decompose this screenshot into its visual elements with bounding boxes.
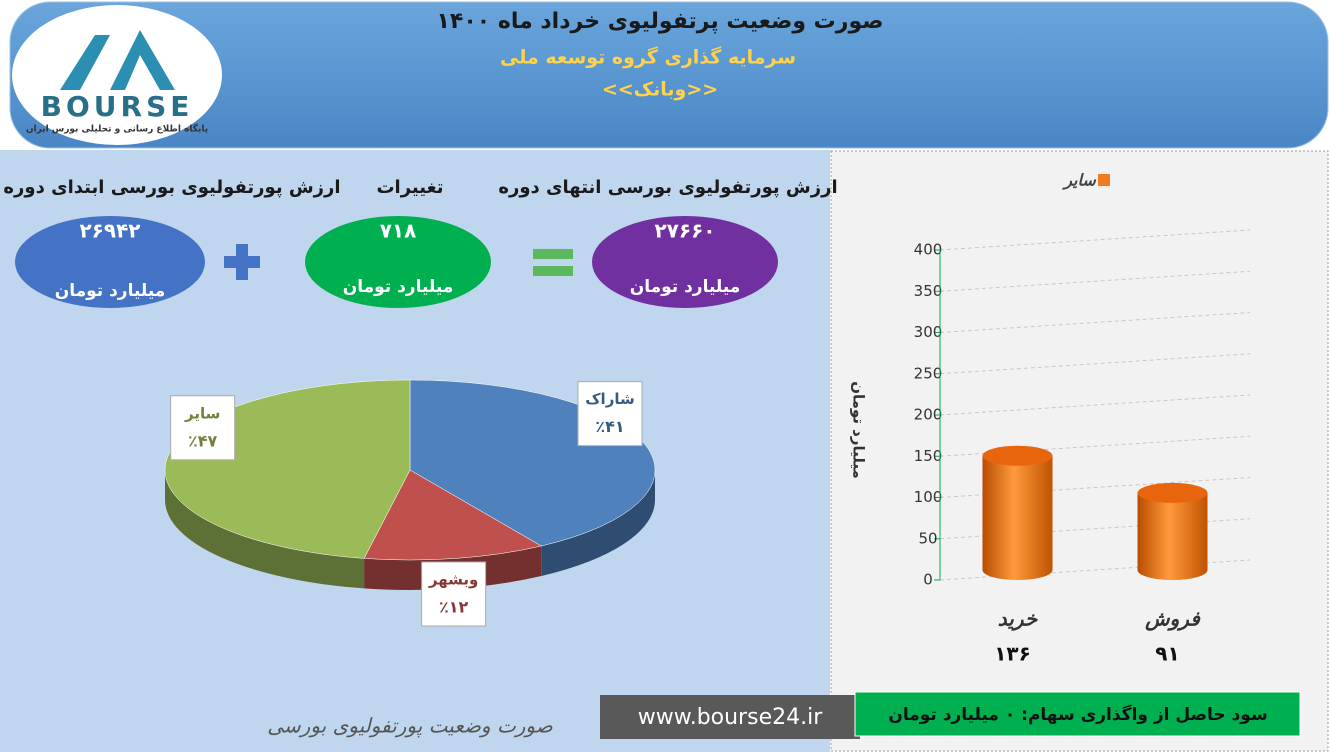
pie-value-label: ٪۴۱ (595, 417, 624, 436)
pie-category: سایر (184, 404, 220, 422)
y-tick-label: 300 (914, 323, 943, 341)
pie-category: شاراک (585, 390, 635, 408)
equals-sign (533, 266, 573, 276)
pie-slice-side (165, 470, 365, 589)
logo-shape (60, 35, 110, 90)
y-tick-label: 400 (914, 241, 943, 259)
website[interactable]: www.bourse24.ir (638, 705, 823, 730)
pie-label-box (170, 395, 236, 461)
bar-top (982, 445, 1053, 466)
profit-box (854, 691, 1301, 737)
summary-value: ۲۷۶۶۰ (654, 219, 715, 243)
y-tick-label: 200 (914, 406, 943, 424)
pie-value-label: ٪۴۷ (188, 431, 218, 450)
footer-caption: صورت وضعیت پورتفولیوی بورسی (267, 714, 554, 738)
x-tick-label: فروش (1144, 607, 1201, 632)
logo-text: BOURSE (41, 90, 194, 123)
logo-caption: پایگاه اطلاع رسانی و تحلیلی بورس ایران (26, 123, 208, 135)
symbol: <<وبانک>> (602, 79, 718, 101)
x-tick-label: خرید (998, 607, 1038, 632)
bar-top (1137, 482, 1208, 503)
summary-label: ارزش پورتفولیوی بورسی ابتدای دوره (3, 177, 340, 198)
pie-label-box (577, 381, 643, 447)
pie-label-box (421, 561, 487, 627)
plus-sign (224, 244, 260, 280)
bar (1137, 492, 1208, 580)
header-banner (9, 1, 1329, 149)
pie-slice-side (541, 470, 655, 576)
value-label: ۹۱ (1155, 642, 1179, 666)
summary-oval (592, 216, 778, 308)
grid-line (939, 394, 1251, 416)
y-axis-label: میلیارد تومان (850, 381, 868, 479)
y-tick-label: 50 (918, 529, 937, 547)
y-tick-label: 150 (914, 447, 943, 465)
value-label: ۱۳۶ (994, 642, 1031, 666)
grid-line (939, 229, 1251, 251)
profit: سود حاصل از واگذاری سهام: ۰ میلیارد توما… (888, 704, 1267, 725)
summary-label: تغییرات (376, 177, 443, 198)
logo-badge (12, 5, 222, 145)
summary-unit: میلیارد تومان (630, 277, 741, 297)
y-tick-label: 350 (914, 282, 943, 300)
y-tick-label: 0 (923, 571, 933, 589)
summary-value: ۲۶۹۴۲ (79, 219, 140, 243)
summary-label: ارزش پورتفولیوی بورسی انتهای دوره (498, 177, 837, 198)
title: صورت وضعیت پرتفولیوی خرداد ماه ۱۴۰۰ (436, 9, 883, 34)
grid-line (939, 312, 1251, 333)
summary-oval (15, 216, 205, 308)
summary-oval (305, 216, 491, 308)
summary-value: ۷۱۸ (380, 219, 417, 243)
pie-value-label: ٪۱۲ (439, 597, 469, 616)
legend-label: سایر (1061, 171, 1096, 191)
website-box (600, 695, 860, 739)
subtitle: سرمایه گذاری گروه توسعه ملی (500, 46, 796, 69)
grid-line (939, 353, 1251, 375)
equals-sign (533, 249, 573, 259)
right-panel (830, 150, 1329, 752)
logo-shape (110, 30, 175, 90)
legend-swatch (1098, 174, 1110, 186)
pie-slice (363, 469, 542, 561)
bar (982, 455, 1053, 580)
y-tick-label: 250 (914, 364, 943, 382)
pie-category: وبشهر (428, 570, 478, 588)
y-tick-label: 100 (914, 488, 943, 506)
summary-unit: میلیارد تومان (343, 277, 454, 297)
summary-unit: میلیارد تومان (55, 281, 166, 301)
grid-line (939, 270, 1251, 292)
